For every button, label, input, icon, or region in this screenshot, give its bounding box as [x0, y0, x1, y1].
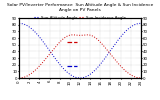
Legend: Sun Altitude Angle, Sun Incidence Angle: Sun Altitude Angle, Sun Incidence Angle: [34, 15, 126, 20]
Text: Solar PV/Inverter Performance  Sun Altitude Angle & Sun Incidence Angle on PV Pa: Solar PV/Inverter Performance Sun Altitu…: [7, 3, 153, 12]
